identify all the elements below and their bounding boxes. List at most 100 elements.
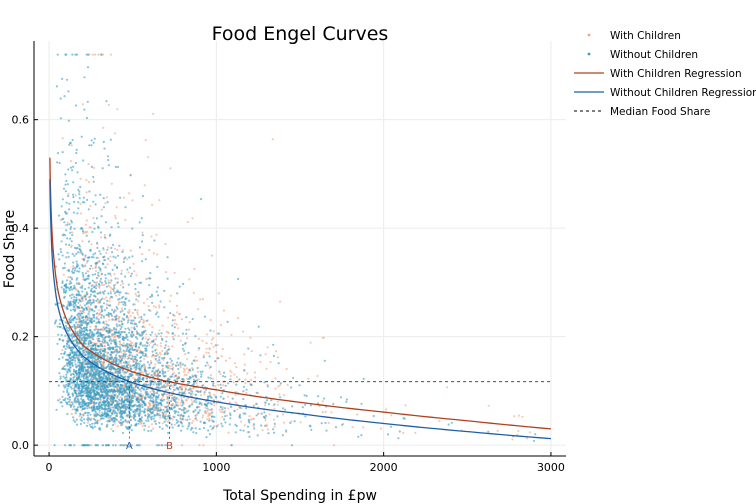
- scatter-point: [147, 425, 151, 428]
- scatter-point: [166, 277, 169, 280]
- scatter-point: [114, 371, 117, 374]
- scatter-point: [200, 404, 203, 407]
- scatter-point: [379, 427, 382, 430]
- scatter-point: [96, 412, 99, 415]
- scatter-point: [534, 433, 537, 436]
- scatter-point: [121, 309, 124, 312]
- scatter-point: [136, 392, 139, 395]
- scatter-point: [99, 305, 102, 308]
- scatter-point: [226, 320, 229, 323]
- scatter-point: [166, 417, 169, 420]
- scatter-point: [131, 395, 134, 398]
- scatter-point: [149, 382, 152, 385]
- scatter-point: [205, 333, 209, 336]
- scatter-point: [178, 386, 181, 389]
- scatter-point: [215, 402, 218, 405]
- scatter-point: [107, 103, 110, 106]
- scatter-point: [65, 286, 68, 289]
- scatter-point: [128, 354, 131, 357]
- scatter-point: [125, 297, 128, 300]
- scatter-point: [61, 349, 64, 352]
- scatter-point: [107, 281, 110, 284]
- scatter-point: [173, 334, 176, 337]
- scatter-point: [102, 321, 105, 324]
- scatter-point: [102, 326, 105, 329]
- scatter-point: [145, 344, 149, 348]
- scatter-point: [146, 338, 150, 341]
- scatter-point: [207, 395, 210, 398]
- scatter-point: [88, 144, 91, 147]
- scatter-point: [69, 366, 72, 369]
- scatter-point: [58, 398, 62, 401]
- scatter-point: [155, 383, 158, 386]
- scatter-point: [102, 365, 105, 368]
- scatter-point: [66, 354, 69, 357]
- scatter-point: [94, 53, 97, 56]
- scatter-point: [89, 320, 92, 323]
- scatter-point: [115, 206, 118, 209]
- scatter-point: [159, 342, 162, 345]
- scatter-point: [118, 293, 121, 296]
- scatter-point: [110, 403, 114, 406]
- scatter-point: [83, 444, 86, 447]
- scatter-point: [71, 384, 74, 387]
- scatter-point: [194, 427, 197, 430]
- scatter-point: [273, 403, 276, 406]
- scatter-point: [207, 376, 210, 379]
- scatter-point: [513, 415, 516, 418]
- scatter-point: [65, 78, 69, 81]
- scatter-point: [221, 392, 224, 395]
- scatter-point: [88, 310, 91, 313]
- scatter-point: [99, 193, 102, 196]
- scatter-point: [70, 281, 73, 285]
- scatter-point: [264, 404, 267, 407]
- scatter-point: [130, 357, 133, 360]
- scatter-point: [176, 292, 179, 295]
- scatter-point: [90, 139, 93, 142]
- scatter-point: [62, 398, 65, 402]
- scatter-point: [88, 317, 91, 320]
- scatter-point: [105, 285, 109, 288]
- scatter-point: [227, 431, 230, 434]
- scatter-point: [173, 371, 176, 374]
- scatter-point: [84, 287, 87, 291]
- scatter-point: [85, 231, 88, 234]
- scatter-point: [163, 384, 166, 387]
- scatter-point: [164, 413, 167, 416]
- scatter-point: [106, 393, 109, 397]
- scatter-point: [176, 361, 179, 364]
- scatter-point: [79, 321, 82, 324]
- scatter-point: [138, 221, 141, 224]
- scatter-point: [71, 138, 74, 142]
- scatter-point: [129, 275, 132, 278]
- scatter-point: [147, 407, 150, 410]
- scatter-point: [101, 283, 104, 286]
- scatter-point: [198, 402, 201, 405]
- scatter-point: [67, 344, 71, 347]
- scatter-point: [167, 316, 170, 319]
- scatter-point: [131, 444, 134, 447]
- scatter-point: [185, 316, 188, 319]
- scatter-point: [64, 224, 67, 227]
- scatter-point: [180, 422, 183, 425]
- scatter-point: [69, 226, 73, 229]
- scatter-point: [100, 297, 104, 300]
- scatter-point: [86, 418, 89, 421]
- scatter-point: [517, 429, 520, 433]
- scatter-point: [115, 348, 118, 351]
- scatter-point: [84, 342, 87, 345]
- scatter-point: [55, 85, 59, 88]
- scatter-point: [115, 414, 118, 417]
- scatter-point: [62, 339, 65, 342]
- scatter-point: [397, 437, 400, 440]
- scatter-point: [60, 286, 63, 289]
- scatter-point: [63, 352, 66, 355]
- scatter-point: [187, 328, 191, 331]
- scatter-point: [120, 280, 124, 283]
- scatter-point: [53, 322, 57, 325]
- scatter-point: [74, 194, 77, 197]
- scatter-point: [209, 393, 212, 396]
- scatter-point: [128, 351, 131, 354]
- scatter-point: [87, 391, 90, 394]
- scatter-point: [284, 408, 287, 411]
